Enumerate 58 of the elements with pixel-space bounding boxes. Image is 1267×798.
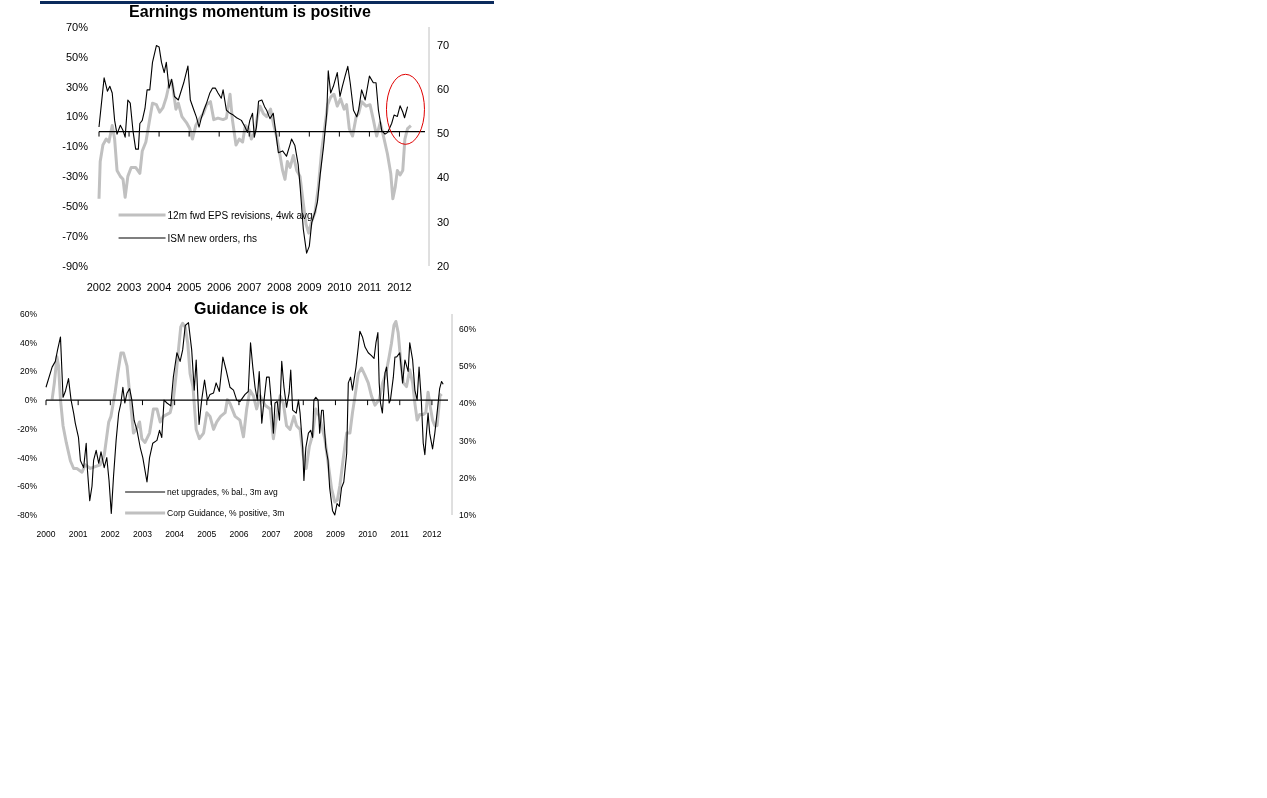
x-tick-label: 2001 [68, 529, 88, 539]
x-tick-label: 2005 [197, 529, 217, 539]
y2-tick-label: 30% [459, 435, 477, 446]
x-tick-label: 2002 [86, 281, 112, 293]
y2-tick-label: 60% [459, 323, 477, 334]
x-tick-label: 2002 [100, 529, 121, 539]
x-tick-label: 2005 [176, 281, 202, 293]
y-tick-label: 60% [19, 308, 38, 319]
y2-tick-label: 60 [437, 82, 450, 95]
x-tick-label: 2007 [236, 281, 262, 293]
y-tick-label: -20% [17, 423, 38, 434]
x-tick-label: 2010 [358, 529, 378, 539]
x-tick-label: 2009 [325, 529, 346, 539]
x-tick-label: 2004 [165, 529, 185, 539]
y2-tick-label: 20 [437, 259, 450, 272]
y-tick-label: -90% [62, 259, 89, 272]
x-tick-label: 2003 [116, 281, 142, 293]
y2-tick-label: 70 [437, 38, 450, 51]
y-tick-label: 70% [65, 20, 89, 33]
y-tick-label: 50% [65, 50, 89, 63]
legend-label: ISM new orders, rhs [167, 232, 258, 244]
y-tick-label: -60% [17, 481, 38, 492]
y-tick-label: -10% [62, 140, 89, 153]
x-tick-label: 2006 [229, 529, 249, 539]
y2-tick-label: 40 [437, 171, 450, 184]
y-tick-label: -50% [62, 200, 89, 213]
x-tick-label: 2011 [357, 281, 382, 293]
y-tick-label: -70% [62, 229, 89, 242]
y2-tick-label: 50% [459, 361, 477, 372]
chart-title: Guidance is ok [194, 300, 309, 317]
x-tick-label: 2009 [297, 281, 322, 293]
x-tick-label: 2010 [327, 281, 352, 293]
y-tick-label: -80% [17, 509, 38, 520]
x-tick-label: 2007 [261, 529, 281, 539]
x-tick-label: 2008 [267, 281, 292, 293]
y2-tick-label: 40% [459, 398, 477, 409]
y2-tick-label: 50 [437, 127, 450, 140]
x-tick-label: 2011 [390, 529, 410, 539]
x-tick-label: 2000 [36, 529, 56, 539]
x-tick-label: 2008 [293, 529, 313, 539]
y2-tick-label: 20% [459, 472, 477, 483]
x-tick-label: 2006 [206, 281, 232, 293]
legend-label: net upgrades, % bal., 3m avg [167, 486, 278, 497]
y-tick-label: 30% [65, 80, 89, 93]
y-tick-label: 0% [24, 395, 38, 406]
y2-tick-label: 30 [437, 215, 450, 228]
x-tick-label: 2003 [133, 529, 153, 539]
y-tick-label: 20% [19, 366, 38, 377]
legend-label: Corp Guidance, % positive, 3m [167, 507, 285, 518]
x-tick-label: 2012 [387, 281, 412, 293]
y-tick-label: -30% [62, 170, 89, 183]
y-tick-label: 40% [19, 337, 38, 348]
y-tick-label: -40% [17, 452, 38, 463]
chart-title: Earnings momentum is positive [129, 3, 372, 20]
x-tick-label: 2004 [146, 281, 172, 293]
x-tick-label: 2012 [422, 529, 442, 539]
y2-tick-label: 10% [459, 509, 477, 520]
y-tick-label: 10% [65, 110, 89, 123]
